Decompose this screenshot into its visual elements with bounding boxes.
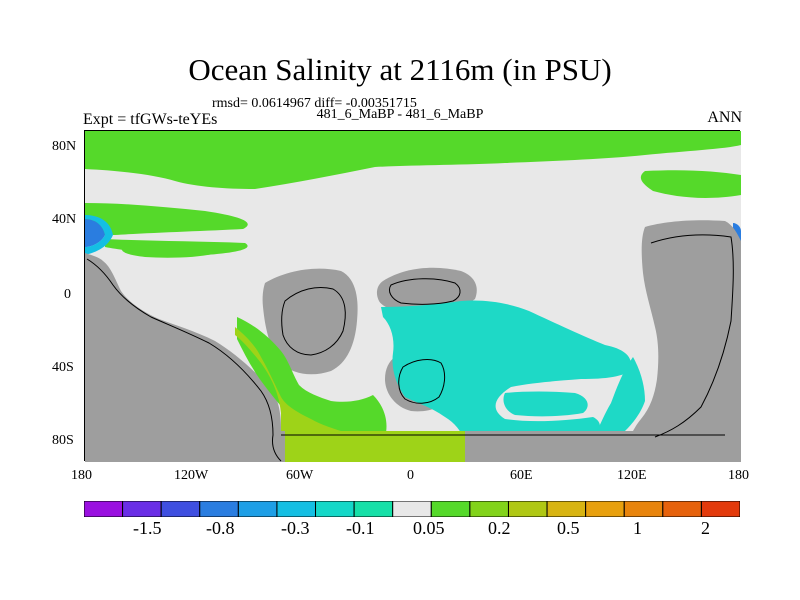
lon-label-60e: 60E [510, 468, 533, 483]
atlantic-yellow-green [235, 327, 358, 461]
plot-title: Ocean Salinity at 2116m (in PSU) [188, 52, 612, 87]
lat-label-40s: 40S [52, 360, 74, 375]
colorbar-box [662, 501, 702, 517]
experiment-label: Expt = tfGWs-teYEs [83, 111, 218, 128]
lon-label-120e: 120E [617, 468, 647, 483]
colorbar-box [585, 501, 625, 517]
antarctic-yellow-green [285, 431, 465, 462]
land-americas [85, 253, 285, 462]
lat-label-80n: 80N [52, 139, 77, 154]
indian-ocean-teal [503, 391, 588, 417]
colorbar-box [430, 501, 471, 517]
colorbar-box [469, 501, 509, 517]
lon-label-180w: 180 [71, 468, 92, 483]
colorbar-label: 0.05 [413, 518, 445, 538]
north-pacific-green [85, 203, 248, 235]
colorbar [84, 501, 740, 517]
colorbar-box [237, 501, 278, 517]
stats-text: rmsd= 0.0614967 diff= -0.00351715 [212, 96, 417, 111]
colorbar-box [700, 501, 740, 517]
colorbar-box [276, 501, 317, 517]
colorbar-label: -0.1 [346, 518, 375, 538]
colorbar-label: 1 [633, 518, 642, 538]
colorbar-label: 0.5 [557, 518, 580, 538]
lat-label-40n: 40N [52, 212, 77, 227]
pacific-green-strip-2 [121, 244, 225, 258]
colorbar-box [315, 501, 355, 517]
coastline-australia [398, 359, 446, 404]
lon-label-60w: 60W [286, 468, 314, 483]
colorbar-label: -1.5 [133, 518, 162, 538]
colorbar-box [199, 501, 239, 517]
southern-teal [381, 300, 632, 441]
colorbar-label: 0.2 [488, 518, 511, 538]
colorbar-box [546, 501, 587, 517]
colorbar-box [353, 501, 394, 517]
land-eurasia-block [376, 267, 477, 312]
coastline-africa [281, 287, 346, 356]
atlantic-green [237, 317, 387, 443]
coastline-east [650, 234, 734, 438]
case-names: 481_6_MaBP - 481_6_MaBP [316, 107, 484, 122]
coastline-americas [86, 258, 282, 462]
lat-label-80s: 80S [52, 433, 74, 448]
coastline-eurasia [388, 278, 461, 305]
season-label: ANN [707, 109, 742, 126]
land-east-continent [625, 220, 741, 462]
colorbar-label: 2 [701, 518, 710, 538]
colorbar-box [84, 501, 124, 517]
map-frame [84, 130, 741, 462]
lon-label-120w: 120W [174, 468, 209, 483]
land-africa-block [262, 268, 358, 375]
arctic-green-band [85, 131, 741, 189]
teal-patch-west [85, 215, 113, 255]
colorbar-box [160, 501, 201, 517]
colorbar-label: -0.8 [206, 518, 235, 538]
colorbar-box [122, 501, 162, 517]
east-teal [597, 357, 645, 431]
colorbar-box [623, 501, 664, 517]
lon-label-0: 0 [407, 468, 414, 483]
arctic-green-east [640, 170, 741, 198]
blue-patch [85, 219, 105, 247]
lat-label-0: 0 [64, 287, 71, 302]
colorbar-box [392, 501, 432, 517]
salinity-map [85, 131, 741, 462]
colorbar-box [507, 501, 548, 517]
lon-label-180e: 180 [728, 468, 749, 483]
colorbar-label: -0.3 [281, 518, 310, 538]
